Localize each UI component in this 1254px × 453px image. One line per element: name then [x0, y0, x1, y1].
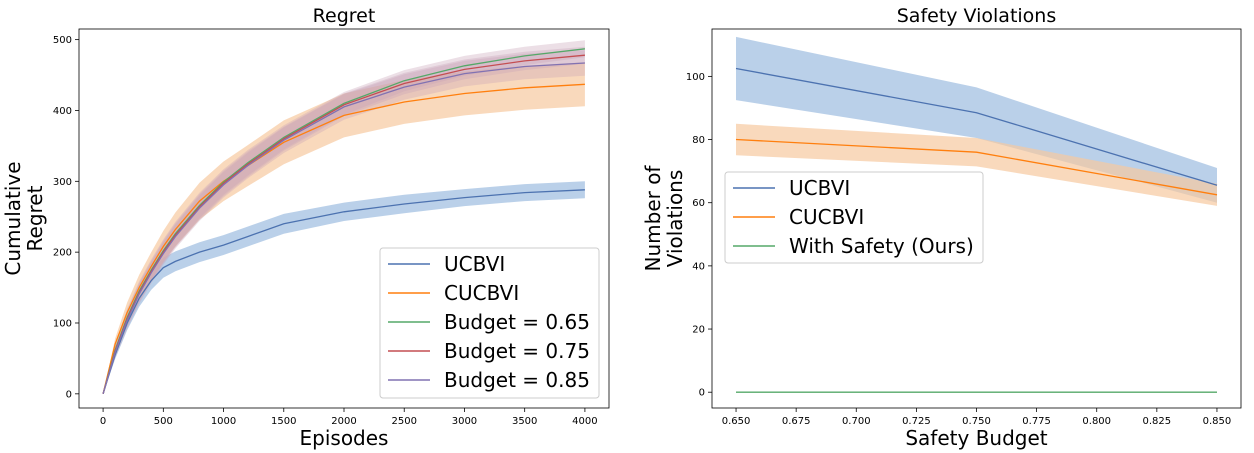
x-tick-label: 3500 [512, 416, 537, 427]
x-tick-label: 2500 [392, 416, 417, 427]
legend-label-ucbvi: UCBVI [444, 252, 505, 276]
x-tick-label: 500 [154, 416, 173, 427]
legend-label-budget_065: Budget = 0.65 [444, 310, 590, 334]
y-tick-label: 500 [53, 35, 72, 46]
x-tick-label: 0.750 [962, 416, 991, 427]
legend-label-ucbvi: UCBVI [789, 176, 850, 200]
regret-plot: 0 500 1000 1500 2000 2500 3000 3500 4000 0 100 200 3… [1, 5, 610, 450]
legend-box [724, 171, 984, 264]
x-axis-label: Safety Budget [905, 426, 1047, 450]
x-tick-label: 2000 [331, 416, 356, 427]
safety-violations-plot: 0.650 0.675 0.700 0.725 0.750 0.775 0.800 0.825… [641, 5, 1242, 450]
chart-title: Safety Violations [897, 5, 1057, 27]
x-tick-label: 4000 [572, 416, 597, 427]
legend-label-budget_075: Budget = 0.75 [444, 339, 590, 363]
x-tick-label: 0.850 [1203, 416, 1232, 427]
cucbvi-line [102, 83, 585, 394]
y-tick-label: 80 [692, 135, 705, 146]
budget_085-confidence-band [103, 50, 585, 394]
y-axis-label-line2: Violations [663, 170, 687, 268]
legend: UCBVI CUCBVI With Safety (Ours) [724, 171, 984, 264]
y-tick-label: 100 [53, 318, 72, 329]
y-axis-label-line2: Regret [23, 185, 47, 251]
x-tick-label: 3000 [452, 416, 477, 427]
legend-label-cucbvi: CUCBVI [444, 281, 519, 305]
legend-label-with_safety: With Safety (Ours) [789, 234, 974, 258]
x-tick-label: 0.700 [842, 416, 871, 427]
x-tick-label: 0.725 [902, 416, 931, 427]
legend: UCBVI CUCBVI Budget = 0.65 Budget = 0.75 Bud… [379, 247, 600, 399]
ucbvi-line [735, 67, 1218, 186]
ucbvi-line [102, 189, 585, 394]
x-tick-label: 0.825 [1143, 416, 1172, 427]
y-tick-label: 200 [53, 248, 72, 259]
legend-label-budget_085: Budget = 0.85 [444, 368, 590, 392]
y-axis-label-line1: Number of [641, 165, 665, 272]
x-tick-label: 1500 [271, 416, 296, 427]
budget_085-line [102, 62, 585, 394]
x-axis-label: Episodes [300, 426, 389, 450]
y-tick-label: 40 [692, 261, 705, 272]
budget_065-confidence-band [103, 40, 585, 394]
x-tick-label: 0.800 [1082, 416, 1111, 427]
chart-title: Regret [313, 5, 376, 27]
y-tick-label: 60 [692, 198, 705, 209]
y-tick-label: 400 [53, 106, 72, 117]
y-tick-label: 20 [692, 325, 705, 336]
x-tick-label: 0.650 [722, 416, 751, 427]
cucbvi-confidence-band [736, 123, 1217, 206]
cucbvi-line [735, 138, 1218, 196]
x-tick-label: 0.675 [782, 416, 811, 427]
legend-label-cucbvi: CUCBVI [789, 205, 864, 229]
y-tick-label: 0 [66, 389, 72, 400]
y-tick-label: 100 [686, 72, 705, 83]
x-tick-label: 1000 [211, 416, 236, 427]
x-tick-label: 0 [100, 416, 106, 427]
x-tick-label: 0.775 [1022, 416, 1051, 427]
y-tick-label: 300 [53, 177, 72, 188]
y-tick-label: 0 [699, 388, 705, 399]
y-axis-label-line1: Cumulative [1, 161, 25, 275]
legend-box [379, 247, 600, 399]
cucbvi-confidence-band [103, 62, 585, 394]
